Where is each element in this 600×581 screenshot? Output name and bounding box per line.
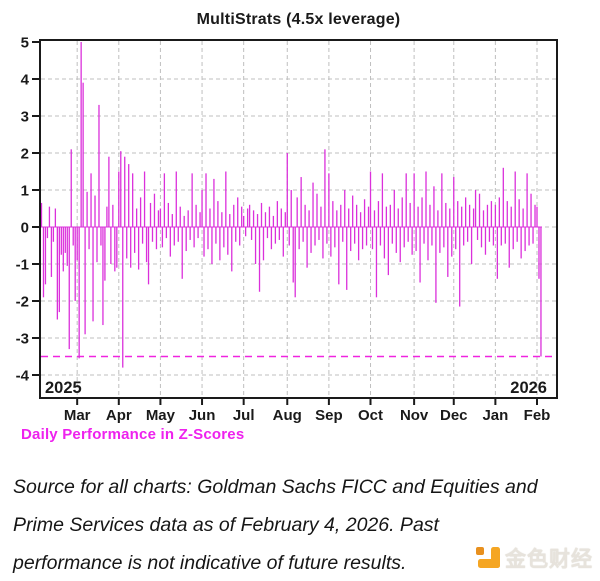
watermark-text: 金色财经 (505, 548, 593, 571)
svg-text:Sep: Sep (315, 407, 343, 424)
year-labels: 2025 2026 (45, 379, 547, 397)
chart-caption: Daily Performance in Z-Scores (21, 426, 245, 443)
svg-text:Oct: Oct (358, 407, 383, 424)
plot-frame (39, 39, 558, 399)
x-axis-labels: Mar Apr May Jun Jul Aug Sep Oct Nov Dec Jan Feb (64, 407, 551, 424)
svg-text:0: 0 (21, 220, 29, 237)
svg-text:Apr: Apr (106, 407, 132, 424)
chart-title: MultiStrats (4.5x leverage) (196, 11, 401, 28)
svg-text:4: 4 (21, 72, 30, 89)
jinse-logo-icon (476, 546, 500, 568)
zscore-bar-chart: 5 4 3 2 1 0 -1 -2 -3 -4 Mar Apr May Jun Jul Aug Sep Oct No… (16, 35, 558, 424)
svg-text:Dec: Dec (440, 407, 468, 424)
source-line-1: Source for all charts: Goldman Sachs FIC… (13, 476, 538, 498)
svg-text:Jan: Jan (482, 407, 508, 424)
svg-text:1: 1 (21, 183, 29, 200)
svg-text:Aug: Aug (273, 407, 302, 424)
svg-text:Jun: Jun (189, 407, 216, 424)
svg-text:-4: -4 (16, 368, 30, 385)
source-line-3: performance is not indicative of future … (13, 552, 407, 574)
svg-text:May: May (146, 407, 176, 424)
watermark: 金色财经 (476, 543, 593, 573)
y-axis-labels: 5 4 3 2 1 0 -1 -2 -3 -4 (16, 35, 30, 385)
svg-text:Mar: Mar (64, 407, 91, 424)
svg-text:5: 5 (21, 35, 29, 52)
bars (40, 42, 542, 368)
svg-text:Nov: Nov (400, 407, 429, 424)
svg-text:Feb: Feb (524, 407, 551, 424)
svg-text:3: 3 (21, 109, 29, 126)
svg-text:-2: -2 (16, 294, 29, 311)
axis-ticks (32, 41, 538, 405)
svg-text:2025: 2025 (45, 379, 82, 397)
source-text: Source for all charts: Goldman Sachs FIC… (13, 468, 588, 581)
svg-text:-3: -3 (16, 331, 29, 348)
svg-text:Jul: Jul (233, 407, 255, 424)
svg-text:2: 2 (21, 146, 29, 163)
source-line-2: Prime Services data as of February 4, 20… (13, 514, 439, 536)
svg-text:-1: -1 (16, 257, 29, 274)
svg-text:2026: 2026 (510, 379, 547, 397)
